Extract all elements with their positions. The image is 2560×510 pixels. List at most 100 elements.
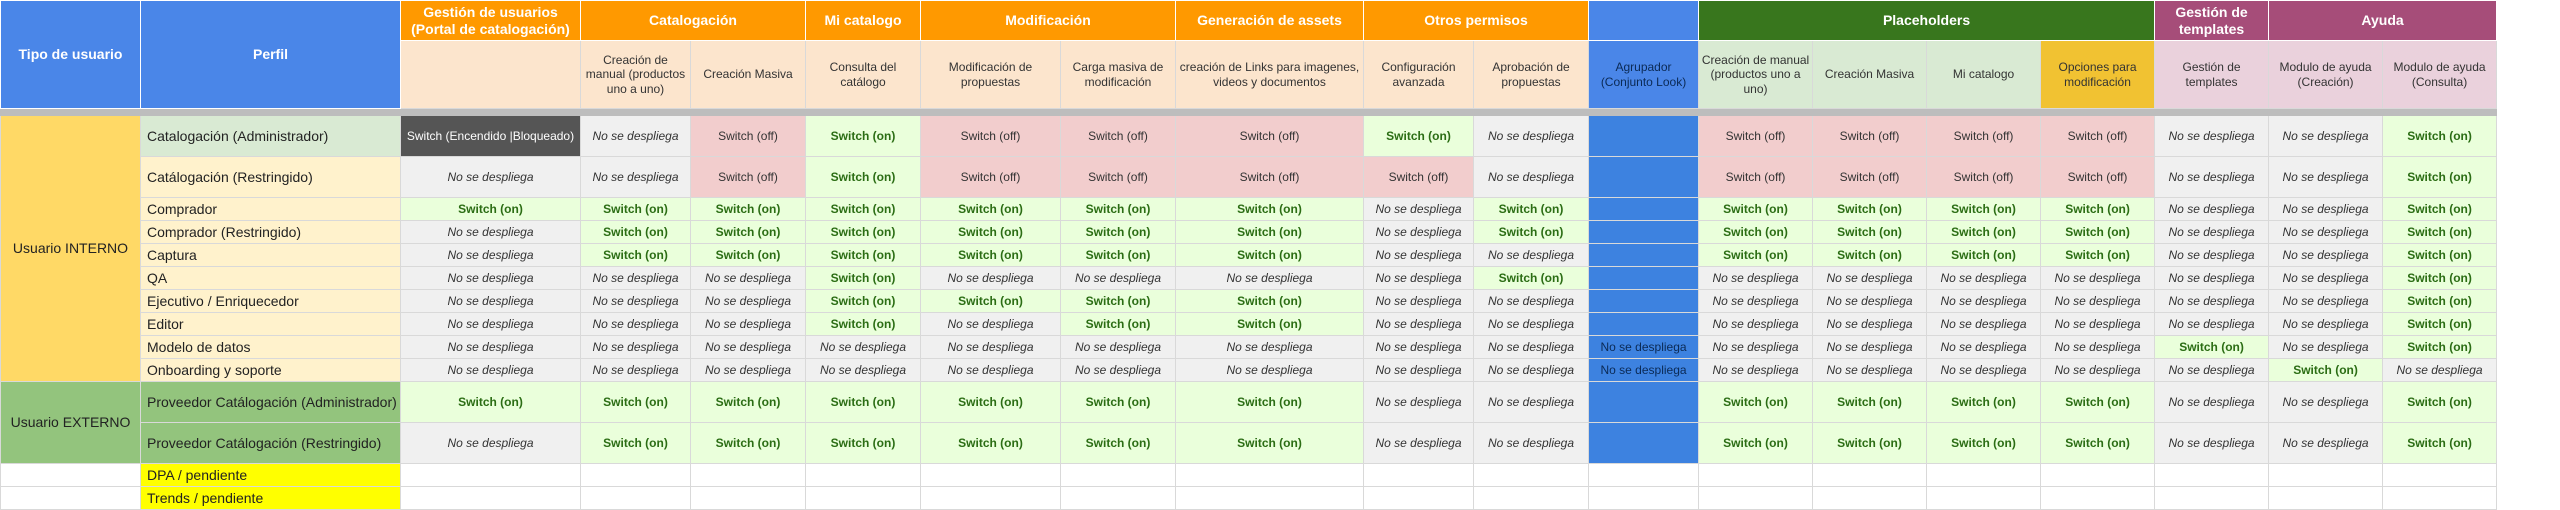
permission-cell[interactable]: Switch (on) xyxy=(1060,312,1176,336)
permission-cell[interactable]: Switch (on) xyxy=(2040,381,2156,423)
permission-cell[interactable]: Switch (on) xyxy=(805,312,921,336)
permission-cell[interactable]: Switch (on) xyxy=(2040,197,2156,221)
permission-cell[interactable]: Switch (on) xyxy=(1175,312,1364,336)
permission-cell[interactable]: Switch (on) xyxy=(1472,197,1590,221)
permission-cell[interactable]: Switch (on) xyxy=(805,266,921,290)
permission-cell[interactable]: Switch (on) xyxy=(1175,381,1364,423)
permission-cell[interactable]: Switch (on) xyxy=(580,381,691,423)
permission-cell[interactable]: Switch (on) xyxy=(920,220,1061,244)
permission-cell[interactable]: Switch (on) xyxy=(690,197,806,221)
permission-cell[interactable]: Switch (on) xyxy=(1812,243,1928,267)
permission-cell[interactable]: Switch (on) xyxy=(2382,266,2498,290)
permission-cell[interactable]: Switch (on) xyxy=(2382,422,2498,464)
permission-cell[interactable]: Switch (on) xyxy=(1472,266,1590,290)
permission-cell[interactable]: Switch (on) xyxy=(1175,289,1364,313)
permission-cell[interactable]: Switch (off) xyxy=(1175,156,1364,198)
permission-cell[interactable]: Switch (off) xyxy=(920,156,1061,198)
permission-cell[interactable]: Switch (on) xyxy=(2040,243,2156,267)
permission-cell[interactable]: Switch (on) xyxy=(1060,289,1176,313)
permission-cell[interactable]: Switch (on) xyxy=(805,422,921,464)
permission-cell[interactable]: Switch (on) xyxy=(1698,381,1814,423)
permission-cell[interactable]: Switch (on) xyxy=(1060,422,1176,464)
permission-cell[interactable]: Switch (on) xyxy=(2382,156,2498,198)
permission-cell[interactable]: Switch (on) xyxy=(1060,243,1176,267)
permission-cell[interactable]: Switch (off) xyxy=(1926,156,2042,198)
permission-cell[interactable]: Switch (on) xyxy=(1926,243,2042,267)
permission-cell[interactable]: Switch (on) xyxy=(580,197,691,221)
permission-cell[interactable]: Switch (on) xyxy=(805,156,921,198)
permission-cell[interactable]: Switch (on) xyxy=(2154,335,2270,359)
permission-cell[interactable]: Switch (on) xyxy=(805,115,921,157)
permission-cell[interactable]: Switch (on) xyxy=(2040,220,2156,244)
permission-cell[interactable]: Switch (on) xyxy=(1472,220,1590,244)
permission-cell[interactable]: Switch (off) xyxy=(2040,115,2156,157)
permission-cell[interactable]: Switch (off) xyxy=(1698,156,1814,198)
permission-cell[interactable]: Switch (on) xyxy=(1926,220,2042,244)
permission-cell[interactable]: Switch (on) xyxy=(1812,197,1928,221)
permission-cell[interactable]: Switch (on) xyxy=(920,289,1061,313)
permission-cell[interactable]: Switch (off) xyxy=(1363,156,1474,198)
permission-cell: No se despliega xyxy=(1472,156,1590,198)
permission-cell[interactable]: Switch (off) xyxy=(1812,115,1928,157)
permission-cell[interactable]: Switch (off) xyxy=(1175,115,1364,157)
permission-cell[interactable]: Switch (off) xyxy=(1060,115,1176,157)
permission-cell[interactable]: Switch (on) xyxy=(2382,312,2498,336)
permission-cell[interactable]: Switch (on) xyxy=(1698,220,1814,244)
permission-cell[interactable]: Switch (on) xyxy=(2382,197,2498,221)
permission-cell[interactable]: Switch (on) xyxy=(1060,381,1176,423)
permission-cell[interactable]: Switch (on) xyxy=(2040,422,2156,464)
permission-cell[interactable]: Switch (on) xyxy=(2382,243,2498,267)
permission-cell[interactable]: Switch (on) xyxy=(805,243,921,267)
permission-cell[interactable]: Switch (on) xyxy=(580,243,691,267)
permission-cell[interactable]: Switch (on) xyxy=(2382,220,2498,244)
permission-cell[interactable]: Switch (on) xyxy=(1812,381,1928,423)
permission-cell[interactable]: Switch (on) xyxy=(920,197,1061,221)
permission-cell[interactable]: Switch (on) xyxy=(1926,197,2042,221)
permission-cell[interactable]: Switch (on) xyxy=(1698,197,1814,221)
permission-cell[interactable]: Switch (on) xyxy=(1812,422,1928,464)
permission-cell[interactable]: Switch (off) xyxy=(2040,156,2156,198)
permission-cell[interactable]: Switch (off) xyxy=(1698,115,1814,157)
permission-cell[interactable]: Switch (on) xyxy=(2382,335,2498,359)
permission-cell[interactable]: Switch (on) xyxy=(1812,220,1928,244)
permission-cell[interactable]: Switch (on) xyxy=(690,381,806,423)
permission-cell[interactable]: Switch (on) xyxy=(580,422,691,464)
permission-cell[interactable]: Switch (off) xyxy=(690,115,806,157)
permission-cell[interactable]: Switch (on) xyxy=(2382,289,2498,313)
permission-cell[interactable]: Switch (on) xyxy=(1175,422,1364,464)
permission-cell[interactable]: Switch (on) xyxy=(920,243,1061,267)
permission-cell[interactable]: Switch (off) xyxy=(1060,156,1176,198)
permission-cell[interactable]: Switch (off) xyxy=(920,115,1061,157)
permission-cell[interactable]: Switch (on) xyxy=(1926,381,2042,423)
permission-cell[interactable]: Switch (on) xyxy=(2382,381,2498,423)
permission-cell[interactable]: Switch (on) xyxy=(690,220,806,244)
permission-cell[interactable]: Switch (on) xyxy=(1175,243,1364,267)
permission-cell[interactable]: Switch (on) xyxy=(1363,115,1474,157)
permission-cell[interactable]: Switch (off) xyxy=(690,156,806,198)
permission-cell[interactable]: Switch (on) xyxy=(690,243,806,267)
permission-cell[interactable]: Switch (on) xyxy=(1698,422,1814,464)
permission-cell: No se despliega xyxy=(2040,289,2156,313)
permission-cell[interactable]: Switch (on) xyxy=(690,422,806,464)
permission-cell[interactable]: Switch (on) xyxy=(1175,197,1364,221)
permission-cell: No se despliega xyxy=(1698,266,1814,290)
permission-cell[interactable]: Switch (off) xyxy=(1926,115,2042,157)
permission-cell[interactable]: Switch (on) xyxy=(805,220,921,244)
permission-cell[interactable]: Switch (on) xyxy=(400,197,581,221)
permission-cell[interactable]: Switch (on) xyxy=(805,197,921,221)
permission-cell[interactable]: Switch (on) xyxy=(1175,220,1364,244)
permission-cell[interactable]: Switch (on) xyxy=(580,220,691,244)
permission-cell[interactable]: Switch (on) xyxy=(920,422,1061,464)
permission-cell[interactable]: Switch (on) xyxy=(1698,243,1814,267)
permission-cell[interactable]: Switch (off) xyxy=(1812,156,1928,198)
permission-cell[interactable]: Switch (on) xyxy=(1060,197,1176,221)
permission-cell[interactable]: Switch (on) xyxy=(2382,115,2498,157)
permission-cell[interactable]: Switch (on) xyxy=(805,381,921,423)
permission-cell[interactable]: Switch (on) xyxy=(1926,422,2042,464)
permission-cell[interactable]: Switch (on) xyxy=(920,381,1061,423)
permission-cell[interactable]: Switch (on) xyxy=(1060,220,1176,244)
permission-cell[interactable]: Switch (on) xyxy=(2268,358,2384,382)
permission-cell: No se despliega xyxy=(580,312,691,336)
permission-cell[interactable]: Switch (on) xyxy=(400,381,581,423)
permission-cell[interactable]: Switch (on) xyxy=(805,289,921,313)
